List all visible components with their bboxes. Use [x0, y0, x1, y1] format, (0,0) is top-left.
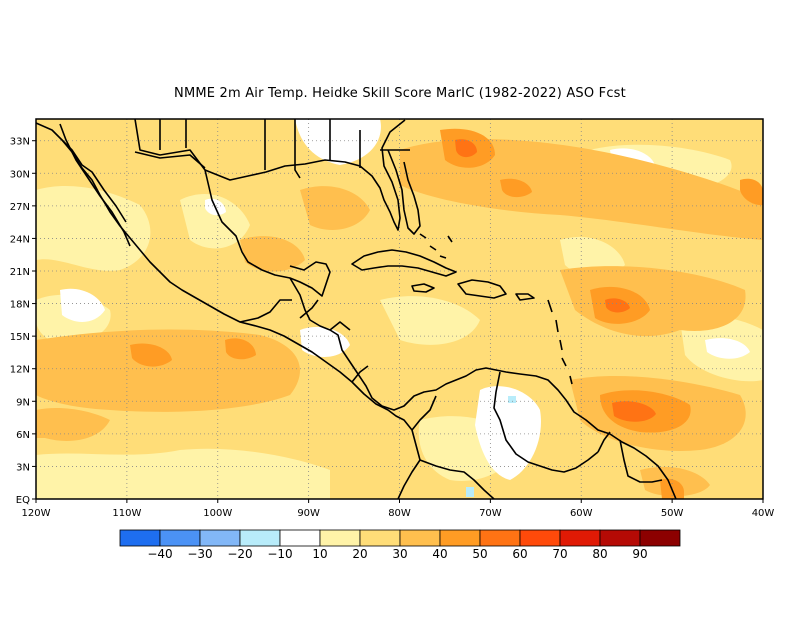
colorbar-swatch [439, 529, 481, 547]
colorbar-swatch [359, 529, 401, 547]
skill-50-60-areas [455, 139, 656, 422]
colorbar-swatch [159, 529, 201, 547]
colorbar-label: −20 [227, 547, 252, 561]
colorbar-label: −30 [187, 547, 212, 561]
x-tick-label: 100W [203, 508, 232, 519]
colorbar: −40 −30 −20 −10 10 20 30 40 50 60 70 80 90 [119, 529, 681, 561]
y-tick-label: 3N [16, 462, 30, 473]
colorbar-label: 20 [352, 547, 367, 561]
colorbar-label: 80 [592, 547, 607, 561]
y-tick-label: 30N [10, 169, 30, 180]
x-tick-label: 60W [570, 508, 593, 519]
colorbar-label: −10 [267, 547, 292, 561]
x-tick-label: 120W [22, 508, 51, 519]
colorbar-label: 50 [472, 547, 487, 561]
coastlines [36, 119, 677, 499]
x-tick-label: 110W [112, 508, 141, 519]
y-tick-label: 33N [10, 137, 30, 148]
colorbar-swatch [119, 529, 161, 547]
colorbar-swatch [199, 529, 241, 547]
x-tick-label: 90W [297, 508, 320, 519]
map-title: NMME 2m Air Temp. Heidke Skill Score Mar… [174, 86, 626, 101]
y-tick-label: 27N [10, 202, 30, 213]
colorbar-swatch [479, 529, 521, 547]
y-tick-label: 24N [10, 234, 30, 245]
colorbar-label: −40 [147, 547, 172, 561]
x-axis-ticks: 120W 110W 100W 90W 80W 70W 60W 50W 40W [22, 499, 775, 519]
colorbar-swatch [319, 529, 361, 547]
y-tick-label: 15N [10, 332, 30, 343]
y-tick-label: 21N [10, 267, 30, 278]
colorbar-swatch [399, 529, 441, 547]
y-tick-label: 9N [16, 397, 30, 408]
y-tick-label: 18N [10, 300, 30, 311]
y-tick-label: 12N [10, 365, 30, 376]
graticule [36, 119, 763, 499]
colorbar-label: 30 [392, 547, 407, 561]
colorbar-label: 40 [432, 547, 447, 561]
colorbar-label: 90 [632, 547, 647, 561]
colorbar-swatch [519, 529, 561, 547]
y-tick-label: EQ [16, 495, 30, 506]
colorbar-swatch [559, 529, 601, 547]
x-tick-label: 50W [661, 508, 684, 519]
colorbar-swatch [599, 529, 641, 547]
colorbar-swatch [239, 529, 281, 547]
y-tick-label: 6N [16, 430, 30, 441]
colorbar-label: 70 [552, 547, 567, 561]
x-tick-label: 80W [388, 508, 411, 519]
colorbar-label: 60 [512, 547, 527, 561]
colorbar-swatch [279, 529, 321, 547]
y-axis-ticks: EQ 3N 6N 9N 12N 15N 18N 21N 24N 27N 30N 33N [10, 137, 36, 506]
colorbar-swatch [639, 529, 681, 547]
x-tick-label: 40W [752, 508, 775, 519]
skill-field [36, 119, 763, 499]
x-tick-label: 70W [479, 508, 502, 519]
colorbar-label: 10 [312, 547, 327, 561]
